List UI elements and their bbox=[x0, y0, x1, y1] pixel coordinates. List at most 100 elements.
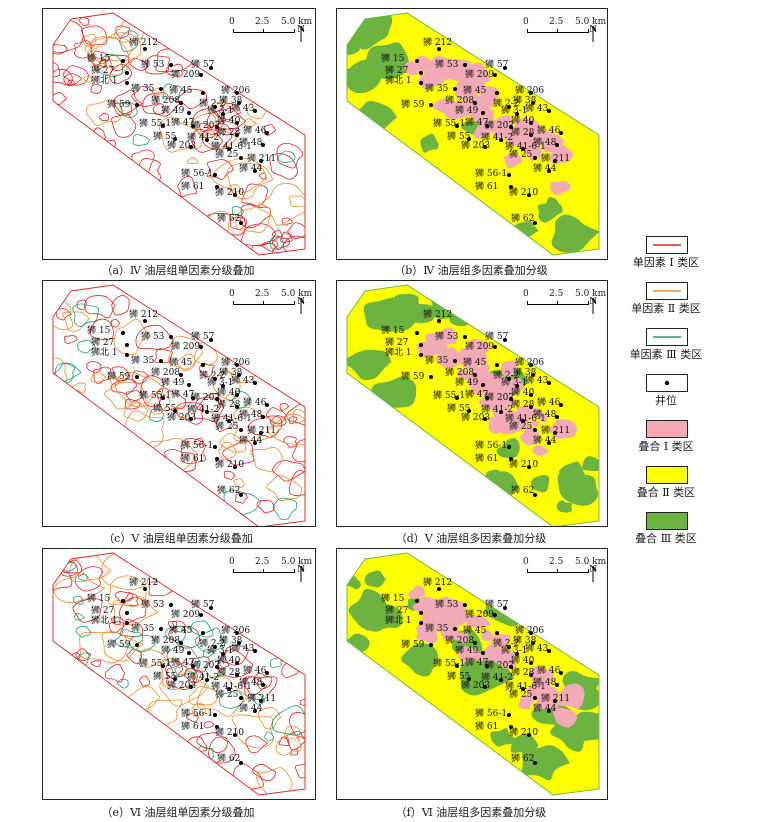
single-class-2-contour bbox=[266, 475, 303, 501]
well-marker bbox=[265, 403, 269, 407]
well-label: 狮 53 bbox=[435, 600, 459, 610]
well-label: 狮 61 bbox=[181, 454, 205, 464]
well-label: 狮 55 bbox=[447, 404, 471, 414]
well-label: 狮北 1 bbox=[91, 616, 118, 626]
well-marker bbox=[253, 381, 257, 385]
single-class-1-contour bbox=[299, 698, 305, 706]
single-class-1-contour bbox=[93, 366, 112, 384]
well-label: 狮 209 bbox=[465, 610, 495, 620]
well-marker bbox=[495, 631, 499, 635]
scale-bar bbox=[233, 569, 295, 573]
single-class-1-contour bbox=[256, 499, 275, 514]
well-marker bbox=[415, 59, 419, 63]
well-label: 狮 44 bbox=[533, 704, 557, 714]
well-label: 狮北 1 bbox=[385, 348, 412, 358]
well-marker bbox=[463, 63, 467, 67]
well-marker bbox=[259, 431, 263, 435]
map-boundary bbox=[52, 552, 306, 796]
well-label: 狮 40 bbox=[511, 388, 535, 398]
well-marker bbox=[547, 381, 551, 385]
overlay-class-3-zone bbox=[401, 164, 442, 207]
well-label: 狮 53 bbox=[141, 60, 165, 70]
single-class-1-contour bbox=[110, 378, 138, 395]
scale-label: 5.0 km bbox=[281, 557, 313, 567]
well-marker bbox=[235, 631, 239, 635]
map-canvas bbox=[52, 552, 306, 796]
well-label: 狮 49 bbox=[455, 378, 479, 388]
well-label: 狮 56-1 bbox=[181, 441, 214, 451]
well-label: 狮 56-1 bbox=[475, 709, 508, 719]
well-label: 狮 25 bbox=[509, 690, 533, 700]
overlay-class-2-zone bbox=[347, 285, 599, 526]
overlay-class-1-zone bbox=[490, 632, 511, 648]
well-marker bbox=[143, 587, 147, 591]
single-class-3-contour bbox=[162, 83, 182, 100]
well-label: 狮 47 bbox=[465, 118, 489, 128]
well-label: 狮 203 bbox=[461, 141, 491, 151]
well-label: 狮 48 bbox=[533, 410, 557, 420]
well-marker bbox=[509, 125, 513, 129]
single-class-1-contour bbox=[131, 85, 158, 107]
map-boundary bbox=[346, 12, 600, 256]
well-marker bbox=[189, 145, 193, 149]
well-label: 狮 55 bbox=[447, 672, 471, 682]
well-label: 狮 25 bbox=[509, 422, 533, 432]
scale-label: 0 bbox=[229, 17, 235, 27]
single-class-1-contour bbox=[279, 403, 290, 411]
well-marker bbox=[235, 661, 239, 665]
overlay-class-3-zone bbox=[405, 164, 441, 195]
overlay-class-1-zone bbox=[518, 695, 534, 710]
map-area bbox=[53, 553, 305, 795]
single-class-1-contour bbox=[111, 295, 130, 316]
overlay-class-3-zone bbox=[521, 745, 570, 781]
single-class-3-contour bbox=[252, 693, 265, 705]
overlay-class-1-zone bbox=[552, 707, 578, 728]
well-marker bbox=[533, 156, 537, 160]
well-marker bbox=[161, 664, 165, 668]
well-label: 狮 207 bbox=[191, 121, 221, 131]
well-label: 狮 209 bbox=[465, 70, 495, 80]
scale-tick-mark bbox=[263, 569, 264, 572]
well-label: 狮北 1 bbox=[91, 348, 118, 358]
single-class-2-contour bbox=[83, 33, 97, 48]
well-label: 狮 209 bbox=[171, 610, 201, 620]
scale-tick-mark bbox=[557, 29, 558, 32]
well-marker bbox=[529, 661, 533, 665]
single-class-2-contour bbox=[71, 382, 86, 394]
north-arrow-icon: N bbox=[295, 297, 307, 314]
well-label: 狮 28 bbox=[511, 400, 535, 410]
well-marker bbox=[515, 112, 519, 116]
single-class-2-contour bbox=[226, 393, 237, 402]
single-class-2-contour bbox=[124, 410, 165, 450]
well-label: 狮 25 bbox=[215, 422, 239, 432]
overlay-class-1-zone bbox=[440, 619, 462, 641]
well-marker bbox=[169, 335, 173, 339]
single-class-1-contour bbox=[119, 597, 147, 623]
well-marker bbox=[453, 87, 457, 91]
single-class-3-contour bbox=[277, 150, 296, 163]
well-marker bbox=[221, 112, 225, 116]
single-class-2-contour bbox=[250, 446, 284, 473]
single-class-1-contour bbox=[223, 470, 235, 480]
single-class-1-contour bbox=[111, 113, 137, 138]
single-class-1-contour bbox=[123, 592, 139, 606]
single-class-1-contour bbox=[244, 676, 268, 696]
overlay-class-1-zone bbox=[465, 107, 479, 117]
well-marker bbox=[529, 363, 533, 367]
overlay-class-3-zone bbox=[383, 233, 413, 254]
well-marker bbox=[237, 373, 241, 377]
well-marker bbox=[499, 410, 503, 414]
single-class-2-contour bbox=[284, 725, 301, 740]
well-label: 狮 46 bbox=[537, 666, 561, 676]
well-label: 狮 47 bbox=[465, 658, 489, 668]
well-label: 狮 55-1 bbox=[139, 391, 172, 401]
caption-d: （d）Ⅴ 油层组多因素叠加分级 bbox=[395, 532, 547, 545]
well-marker bbox=[521, 147, 525, 151]
well-marker bbox=[125, 621, 129, 625]
well-marker bbox=[481, 383, 485, 387]
single-class-1-contour bbox=[129, 57, 148, 72]
well-marker bbox=[253, 109, 257, 113]
well-label: 狮 211 bbox=[541, 154, 571, 164]
well-marker bbox=[493, 613, 497, 617]
